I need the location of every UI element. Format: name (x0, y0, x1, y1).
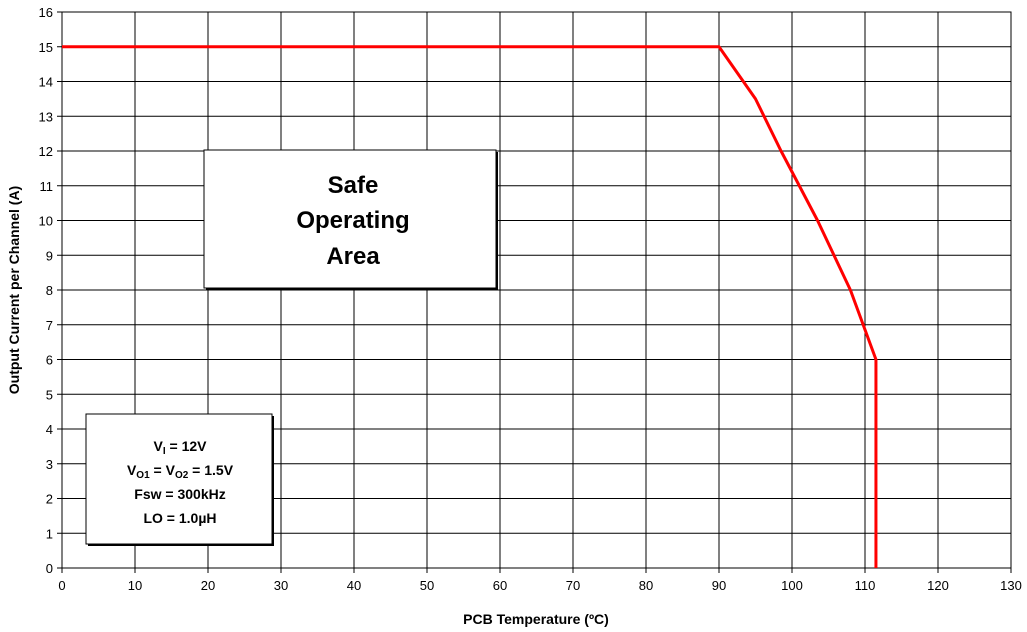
y-tick-label: 16 (39, 5, 53, 20)
y-tick-label: 13 (39, 109, 53, 124)
x-tick-label: 70 (566, 578, 580, 593)
x-axis-title: PCB Temperature (ºC) (463, 611, 609, 627)
y-tick-label: 12 (39, 144, 53, 159)
y-tick-label: 9 (46, 248, 53, 263)
safe-area-line-1: Safe (328, 172, 379, 199)
x-tick-label: 10 (128, 578, 142, 593)
y-tick-label: 7 (46, 318, 53, 333)
x-tick-label: 80 (639, 578, 653, 593)
y-tick-label: 14 (39, 75, 53, 90)
x-tick-label: 90 (712, 578, 726, 593)
x-tick-labels: 0 10 20 30 40 50 60 70 80 90 100 110 120 130 (58, 568, 1022, 593)
x-tick-label: 60 (493, 578, 507, 593)
y-axis-title: Output Current per Channel (A) (6, 186, 22, 394)
series-group (62, 45, 878, 568)
y-tick-label: 4 (46, 422, 53, 437)
safe-area-line-3: Area (326, 243, 380, 270)
condition-vo: VO1 = VO2 = 1.5V (127, 462, 234, 481)
derating-curve-line (62, 45, 878, 568)
safe-area-line-2: Operating (296, 207, 409, 234)
y-tick-label: 2 (46, 492, 53, 507)
x-tick-label: 0 (58, 578, 65, 593)
x-tick-label: 100 (781, 578, 803, 593)
y-tick-label: 8 (46, 283, 53, 298)
x-tick-label: 20 (201, 578, 215, 593)
y-tick-label: 3 (46, 457, 53, 472)
y-tick-label: 11 (40, 179, 54, 194)
y-tick-label: 0 (46, 561, 53, 576)
y-tick-label: 10 (39, 214, 53, 229)
x-tick-label: 130 (1000, 578, 1022, 593)
safe-area-box (203, 149, 497, 289)
conditions-box (85, 413, 273, 545)
x-tick-label: 110 (855, 578, 876, 593)
y-tick-label: 15 (39, 40, 53, 55)
x-tick-label: 40 (347, 578, 361, 593)
condition-lo: LO = 1.0µH (143, 510, 216, 526)
condition-fsw: Fsw = 300kHz (134, 486, 225, 502)
y-tick-label: 5 (46, 387, 53, 402)
y-tick-label: 6 (46, 353, 53, 368)
y-tick-label: 1 (46, 526, 53, 541)
x-tick-label: 120 (927, 578, 949, 593)
x-tick-label: 50 (420, 578, 434, 593)
x-tick-label: 30 (274, 578, 288, 593)
condition-vi: VI = 12V (154, 438, 208, 457)
